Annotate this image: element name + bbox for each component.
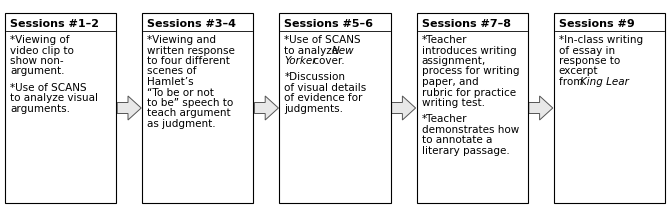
Text: of evidence for: of evidence for <box>284 93 362 103</box>
Text: Yorker: Yorker <box>284 56 317 66</box>
Polygon shape <box>529 96 553 120</box>
Text: Sessions #9: Sessions #9 <box>559 19 634 29</box>
Text: cover.: cover. <box>310 56 344 66</box>
Text: *Viewing and: *Viewing and <box>147 35 216 45</box>
Text: process for writing: process for writing <box>421 66 519 77</box>
Text: Sessions #5–6: Sessions #5–6 <box>284 19 373 29</box>
Text: Sessions #7–8: Sessions #7–8 <box>421 19 511 29</box>
Text: *Teacher: *Teacher <box>421 35 467 45</box>
Text: *Use of SCANS: *Use of SCANS <box>10 83 86 93</box>
Polygon shape <box>117 96 141 120</box>
Text: demonstrates how: demonstrates how <box>421 125 519 135</box>
Bar <box>417 13 528 203</box>
Text: .: . <box>618 77 622 87</box>
Bar <box>5 13 116 203</box>
Text: King Lear: King Lear <box>580 77 629 87</box>
Text: arguments.: arguments. <box>10 104 70 114</box>
Text: “To be or not: “To be or not <box>147 88 214 97</box>
Text: *Use of SCANS: *Use of SCANS <box>284 35 361 45</box>
Text: assignment,: assignment, <box>421 56 486 66</box>
Text: Sessions #1–2: Sessions #1–2 <box>10 19 99 29</box>
Text: *Discussion: *Discussion <box>284 72 346 82</box>
Text: judgments.: judgments. <box>284 104 344 114</box>
Text: to annotate a: to annotate a <box>421 135 492 145</box>
Text: to four different: to four different <box>147 56 230 66</box>
Text: show non-: show non- <box>10 56 64 66</box>
Text: *In-class writing: *In-class writing <box>559 35 643 45</box>
Text: to be” speech to: to be” speech to <box>147 98 233 108</box>
Bar <box>554 13 665 203</box>
Text: video clip to: video clip to <box>10 46 74 55</box>
Text: paper, and: paper, and <box>421 77 478 87</box>
Text: argument.: argument. <box>10 66 64 77</box>
Text: as judgment.: as judgment. <box>147 119 216 129</box>
Text: *Viewing of: *Viewing of <box>10 35 70 45</box>
Text: literary passage.: literary passage. <box>421 146 509 156</box>
Text: of essay in: of essay in <box>559 46 615 55</box>
Text: written response: written response <box>147 46 235 55</box>
Bar <box>279 13 391 203</box>
Text: Hamlet’s: Hamlet’s <box>147 77 194 87</box>
Text: teach argument: teach argument <box>147 109 231 118</box>
Polygon shape <box>391 96 415 120</box>
Text: scenes of: scenes of <box>147 66 197 77</box>
Text: Sessions #3–4: Sessions #3–4 <box>147 19 237 29</box>
Text: New: New <box>332 46 354 55</box>
Text: to analyze visual: to analyze visual <box>10 93 98 103</box>
Text: from: from <box>559 77 586 87</box>
Text: rubric for practice: rubric for practice <box>421 88 516 97</box>
Bar <box>142 13 253 203</box>
Text: introduces writing: introduces writing <box>421 46 516 55</box>
Text: of visual details: of visual details <box>284 83 366 93</box>
Text: excerpt: excerpt <box>559 66 598 77</box>
Text: writing test.: writing test. <box>421 98 484 108</box>
Polygon shape <box>255 96 279 120</box>
Text: to analyze: to analyze <box>284 46 342 55</box>
Text: *Teacher: *Teacher <box>421 114 467 124</box>
Text: response to: response to <box>559 56 620 66</box>
